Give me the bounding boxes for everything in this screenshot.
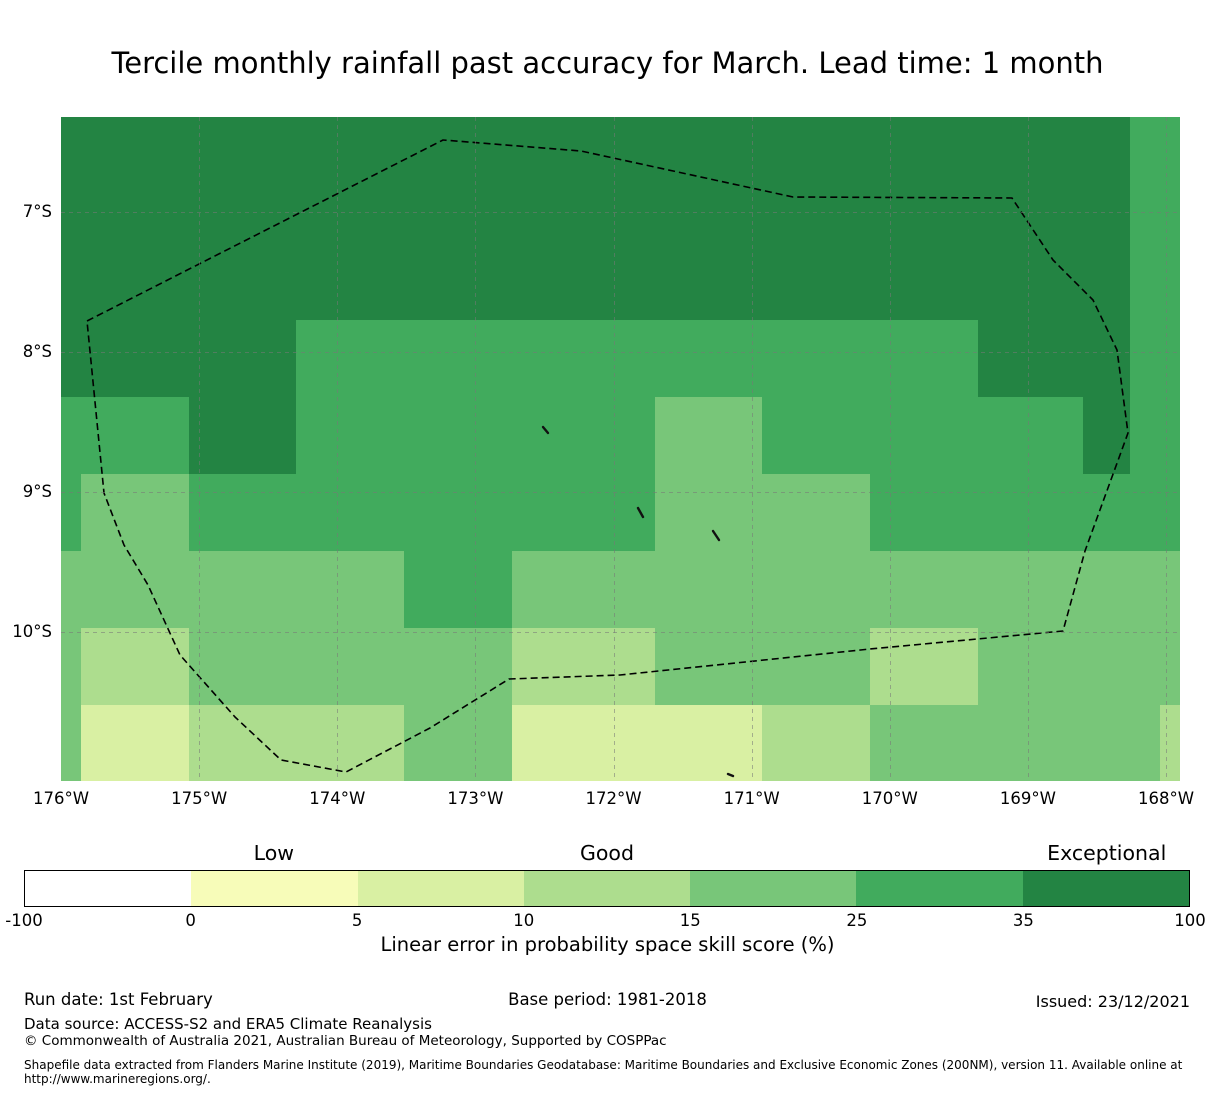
island-mark [636,506,645,519]
x-tick-label: 169°W [999,789,1056,808]
colorbar-tick-label: 35 [1012,911,1034,930]
longitude-gridline [475,117,476,781]
longitude-gridline [1166,117,1167,781]
skill-cell [81,474,189,551]
skill-cell [762,397,1083,474]
skill-cell [1130,320,1180,397]
colorbar-tick-label: 25 [846,911,868,930]
colorbar-class-label: Low [253,841,295,865]
skill-cell [81,705,189,781]
colorbar-axis-label: Linear error in probability space skill … [380,933,835,956]
colorbar-tick-label: 5 [351,911,363,930]
skill-cell [1160,705,1180,781]
skill-cell [404,705,512,781]
y-tick-label: 10°S [12,622,52,641]
longitude-gridline [337,117,338,781]
skill-cell [978,320,1130,397]
figure-title: Tercile monthly rainfall past accuracy f… [111,46,1104,80]
skill-cell [189,628,512,705]
skill-cell [512,705,762,781]
x-tick-label: 175°W [171,789,228,808]
shapefile-note-line2: http://www.marineregions.org/. [24,1072,211,1086]
y-tick-label: 8°S [22,342,52,361]
skill-cell [296,320,978,397]
skill-cell [61,397,189,474]
colorbar-tick-label: 15 [679,911,701,930]
skill-cell [1130,166,1180,243]
colorbar [24,870,1190,907]
island-mark [726,772,735,778]
eez-boundary-svg [86,139,1129,778]
x-tick-label: 173°W [447,789,504,808]
x-tick-label: 171°W [723,789,780,808]
data-source-text: Data source: ACCESS-S2 and ERA5 Climate … [24,1015,432,1033]
colorbar-tick-label: 0 [185,911,196,930]
issued-date-text: Issued: 23/12/2021 [1035,992,1190,1011]
latitude-gridline [61,352,1180,353]
y-tick-label: 9°S [22,482,52,501]
longitude-gridline [199,117,200,781]
colorbar-segment [357,871,524,906]
skill-cell [61,705,81,781]
longitude-gridline [1028,117,1029,781]
skill-cell [81,628,189,705]
skill-cell [61,166,1130,243]
eez-boundary-line [86,139,1129,773]
copyright-text: © Commonwealth of Australia 2021, Austra… [24,1033,667,1049]
skill-cell [870,705,1160,781]
colorbar-segment [191,871,358,906]
latitude-gridline [61,492,1180,493]
base-period-text: Base period: 1981-2018 [508,990,707,1009]
skill-cell [61,243,1130,320]
skill-cell [61,628,81,705]
skill-cell [870,474,1180,551]
skill-cell [762,705,870,781]
x-tick-label: 174°W [309,789,366,808]
skill-cell [189,397,296,474]
colorbar-segment [1022,871,1189,906]
skill-cell [1130,243,1180,320]
colorbar-segment [523,871,691,906]
skill-cell [655,397,762,474]
skill-cell [512,551,1180,628]
colorbar-tick-label: -100 [5,911,43,930]
colorbar-class-label: Good [580,841,634,865]
skill-cell [189,474,655,551]
colorbar-segment [25,871,192,906]
skill-cell [61,474,81,551]
skill-cell [1130,397,1180,474]
y-tick-label: 7°S [22,202,52,221]
skill-cell [61,551,404,628]
skill-cell [978,628,1180,705]
colorbar-segment [856,871,1023,906]
island-mark [541,425,550,435]
island-mark [711,529,721,542]
skill-cell [512,628,655,705]
skill-cell [61,117,1130,166]
skill-cell [655,474,870,551]
skill-cell [655,628,870,705]
skill-cell [1083,397,1130,474]
skill-cell [189,705,404,781]
latitude-gridline [61,212,1180,213]
run-date-text: Run date: 1st February [24,990,213,1009]
shapefile-note-line1: Shapefile data extracted from Flanders M… [24,1058,1183,1072]
x-tick-label: 170°W [861,789,918,808]
longitude-gridline [890,117,891,781]
x-tick-label: 176°W [32,789,90,808]
skill-cell [404,551,512,628]
longitude-gridline [752,117,753,781]
longitude-gridline [614,117,615,781]
colorbar-class-label: Exceptional [1047,841,1167,865]
map-canvas [61,117,1180,781]
skill-cell [1130,117,1180,166]
x-tick-label: 172°W [585,789,642,808]
colorbar-tick-label: 10 [513,911,535,930]
latitude-gridline [61,632,1180,633]
colorbar-tick-label: 100 [1174,911,1206,930]
colorbar-segment [690,871,857,906]
x-tick-label: 168°W [1137,789,1195,808]
skill-cell [61,320,296,397]
